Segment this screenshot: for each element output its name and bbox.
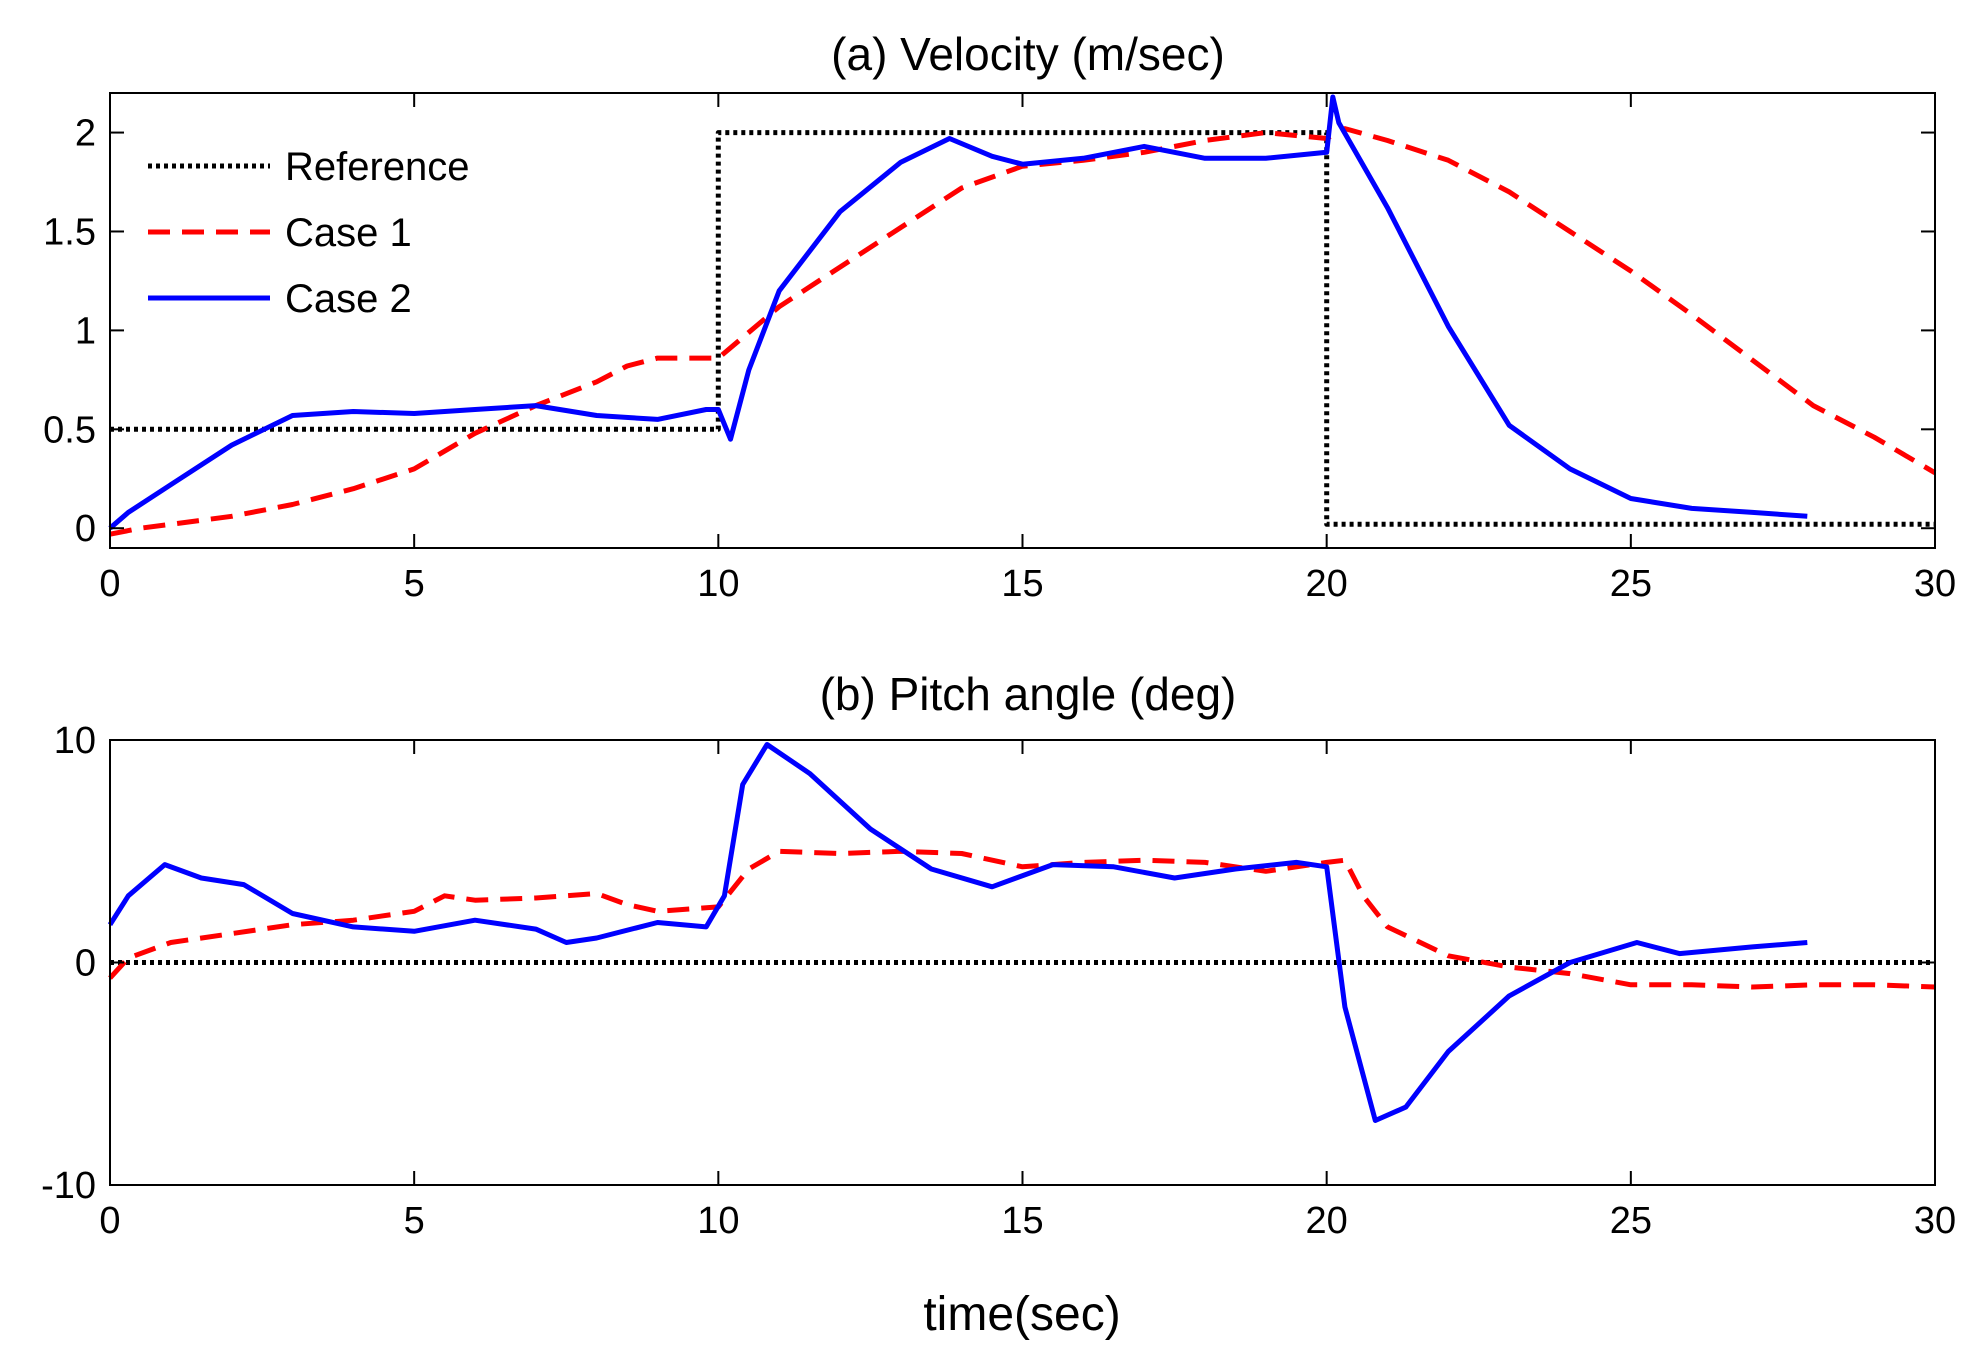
velocity-y-tick-label-0: 0	[75, 508, 96, 550]
legend-reference-label: Reference	[285, 145, 470, 189]
pitch-x-tick-label-10: 10	[697, 1200, 739, 1242]
velocity-x-tick-label-20: 20	[1306, 563, 1348, 605]
pitch-x-tick-label-15: 15	[1001, 1200, 1043, 1242]
pitch-x-tick-label-30: 30	[1914, 1200, 1956, 1242]
pitch-y-tick-label-10: -10	[41, 1165, 96, 1207]
x-axis-label: time(sec)	[923, 1288, 1120, 1341]
pitch-y-tick-label-0: 0	[75, 943, 96, 985]
velocity-ticks-group	[109, 93, 1936, 548]
pitch-series-case-2-line	[107, 742, 1808, 1123]
pitch-x-tick-label-5: 5	[404, 1200, 425, 1242]
pitch-plot-frame	[109, 739, 1936, 1186]
velocity-panel: (a) Velocity (m/sec) 0 5 10 15 20 25 30 0 0.5 1 1.…	[43, 28, 1956, 605]
velocity-x-tick-label-0: 0	[99, 563, 120, 605]
legend-case-1-label: Case 1	[285, 211, 412, 255]
legend-case-2-label: Case 2	[285, 277, 412, 321]
velocity-y-tick-label-1-5: 1.5	[43, 211, 96, 253]
pitch-series-case-1-line	[108, 848, 1936, 990]
velocity-series-case-2-line	[108, 94, 1808, 531]
pitch-panel: (b) Pitch angle (deg) 0 5 10 15 20 25 30-10010…	[41, 668, 1956, 1341]
pitch-chart-title: (b) Pitch angle (deg)	[820, 668, 1237, 720]
velocity-y-tick-label-1: 1	[75, 310, 96, 352]
velocity-series-case-1-line	[109, 126, 1937, 537]
velocity-x-tick-label-10: 10	[697, 563, 739, 605]
pitch-x-tick-label-25: 25	[1610, 1200, 1652, 1242]
pitch-series-group	[107, 742, 1936, 1123]
velocity-series-reference-line	[110, 130, 1935, 527]
velocity-x-tick-label-15: 15	[1001, 563, 1043, 605]
velocity-x-tick-label-30: 30	[1914, 563, 1956, 605]
pitch-x-tick-label-0: 0	[99, 1200, 120, 1242]
velocity-tick-labels-group: 0 5 10 15 20 25 30 0 0.5 1 1.5 2	[43, 113, 1956, 605]
legend: Reference Case 1 Case 2	[148, 145, 470, 321]
velocity-plot-frame	[109, 92, 1936, 549]
velocity-series-group	[108, 94, 1937, 537]
pitch-x-tick-label-20: 20	[1306, 1200, 1348, 1242]
pitch-y-tick-label-10: 10	[54, 720, 96, 762]
velocity-y-tick-label-2: 2	[75, 113, 96, 155]
velocity-x-tick-label-25: 25	[1610, 563, 1652, 605]
velocity-y-tick-label-0-5: 0.5	[43, 409, 96, 451]
velocity-x-tick-label-5: 5	[404, 563, 425, 605]
velocity-chart-title: (a) Velocity (m/sec)	[831, 28, 1225, 80]
